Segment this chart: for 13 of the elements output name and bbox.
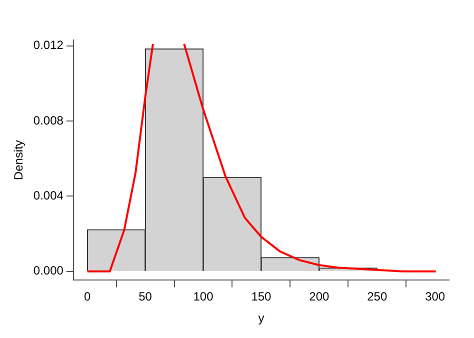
x-tick-label: 50 [138, 290, 152, 304]
x-tick-label: 0 [84, 290, 91, 304]
x-axis-title: y [258, 311, 264, 326]
x-tick-label: 200 [309, 290, 330, 304]
y-tick-label: 0.012 [33, 38, 64, 52]
x-tick-label: 150 [251, 290, 272, 304]
y-tick-label: 0.008 [33, 113, 64, 128]
y-tick-label: 0.000 [33, 264, 64, 278]
x-tick-label: 250 [367, 290, 388, 304]
y-tick-label: 0.004 [33, 188, 64, 202]
x-tick-label: 300 [425, 290, 446, 304]
y-axis-title: Density [12, 140, 26, 180]
x-tick-label: 100 [193, 290, 214, 304]
